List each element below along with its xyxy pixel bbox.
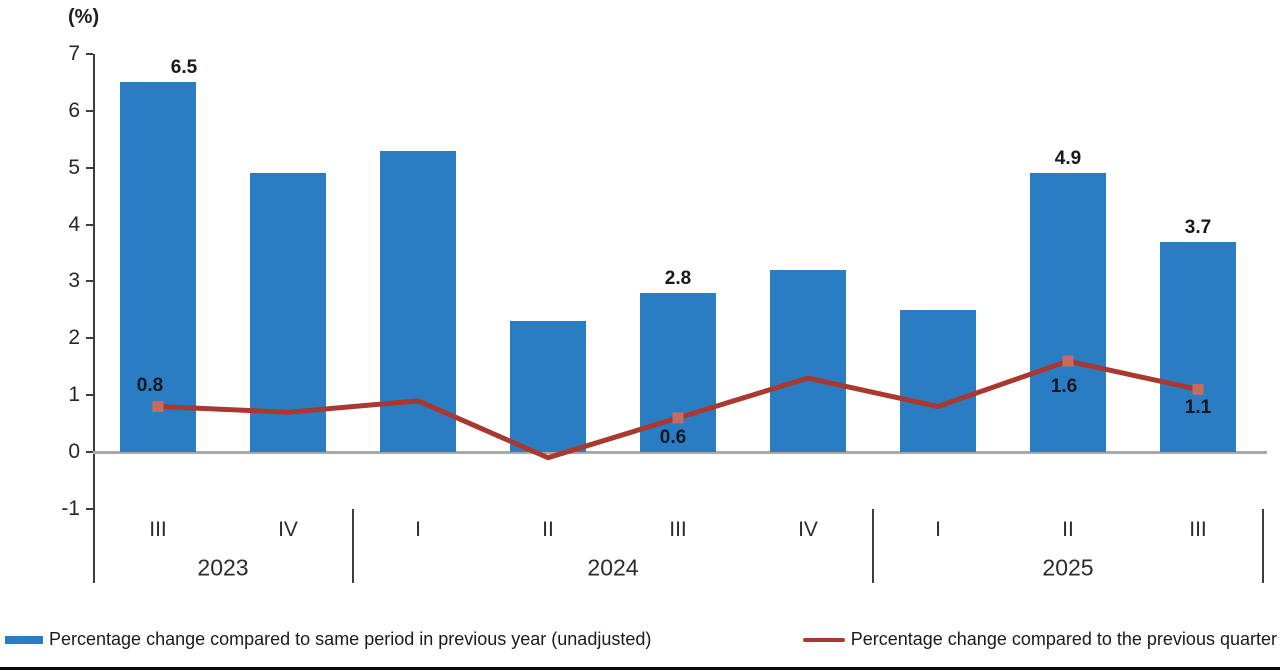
y-tick-mark xyxy=(86,53,93,55)
line-value-label: 0.8 xyxy=(136,374,164,396)
y-tick-mark xyxy=(86,223,93,226)
y-tick-mark xyxy=(86,109,93,112)
x-tick-quarter-label: II xyxy=(542,518,554,541)
year-group-divider xyxy=(1262,509,1264,583)
line-marker xyxy=(1062,355,1074,367)
line-marker xyxy=(1192,383,1204,395)
x-tick-quarter-label: III xyxy=(149,518,167,541)
y-tick-label: 1 xyxy=(68,383,80,407)
x-tick-quarter-label: III xyxy=(1189,518,1207,541)
y-tick-label: 5 xyxy=(68,155,80,179)
legend-label-yoy: Percentage change compared to same perio… xyxy=(49,629,652,649)
x-tick-quarter-label: I xyxy=(935,518,941,541)
legend: Percentage change compared to same perio… xyxy=(5,629,1277,650)
legend-item-qoq: Percentage change compared to the previo… xyxy=(802,629,1277,650)
bar-value-label: 3.7 xyxy=(1184,216,1212,238)
bar xyxy=(120,82,196,452)
bar-value-label: 4.9 xyxy=(1054,148,1082,170)
y-axis-line xyxy=(93,54,95,583)
y-tick-mark xyxy=(86,337,93,340)
y-tick-label: -1 xyxy=(61,496,80,520)
x-tick-quarter-label: IV xyxy=(798,518,818,541)
y-tick-mark xyxy=(86,451,93,453)
bar-value-label: 6.5 xyxy=(170,57,198,79)
y-tick-label: 7 xyxy=(68,42,80,65)
y-tick-label: 6 xyxy=(68,98,80,122)
x-tick-quarter-label: I xyxy=(415,518,421,541)
bar xyxy=(250,173,326,452)
x-axis-year-label: 2024 xyxy=(587,554,639,581)
x-tick-quarter-label: III xyxy=(669,518,687,541)
y-tick-label: 3 xyxy=(68,269,80,293)
bar xyxy=(1160,241,1236,452)
year-group-divider xyxy=(872,509,874,583)
line-value-label: 0.6 xyxy=(659,426,687,448)
line-series-swatch-icon xyxy=(802,637,845,642)
y-tick-mark xyxy=(86,507,93,510)
line-marker xyxy=(672,412,684,424)
line-value-label: 1.6 xyxy=(1050,376,1078,398)
bar-series-swatch-icon xyxy=(5,635,43,644)
line-marker xyxy=(152,401,164,413)
y-tick-label: 0 xyxy=(68,440,80,463)
bar xyxy=(770,270,846,452)
x-axis-year-label: 2025 xyxy=(1042,554,1094,581)
y-tick-mark xyxy=(86,280,93,283)
y-tick-mark xyxy=(86,166,93,169)
x-tick-quarter-label: II xyxy=(1062,518,1074,541)
bar xyxy=(510,321,586,452)
y-tick-mark xyxy=(86,394,93,397)
page-bottom-rule xyxy=(0,667,1280,670)
y-tick-label: 4 xyxy=(68,212,80,236)
legend-label-qoq: Percentage change compared to the previo… xyxy=(850,629,1277,649)
x-axis-year-label: 2023 xyxy=(197,554,249,581)
y-axis-unit-label: (%) xyxy=(68,6,100,28)
bar xyxy=(900,309,976,452)
bar xyxy=(1030,173,1106,452)
legend-item-yoy: Percentage change compared to same perio… xyxy=(5,629,651,650)
bar-value-label: 2.8 xyxy=(664,267,692,289)
x-tick-quarter-label: IV xyxy=(278,518,298,541)
year-group-divider xyxy=(352,509,354,583)
line-value-label: 1.1 xyxy=(1184,397,1212,419)
y-tick-label: 2 xyxy=(68,326,80,350)
x-axis-baseline xyxy=(93,451,1267,454)
